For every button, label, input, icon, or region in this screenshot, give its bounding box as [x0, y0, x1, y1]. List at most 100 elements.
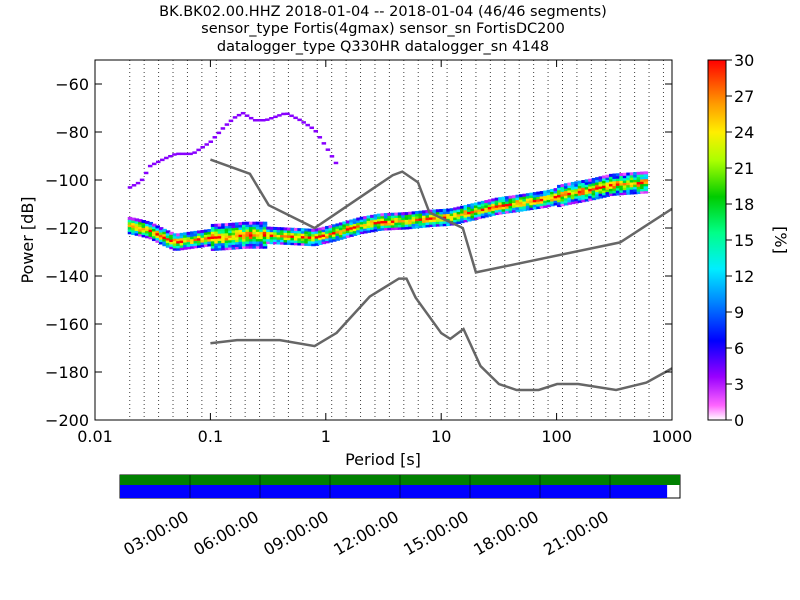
histogram-cell	[522, 193, 527, 197]
histogram-cell	[563, 188, 569, 192]
histogram-cell	[366, 215, 372, 219]
histogram-cell	[605, 191, 610, 195]
histogram-cell	[297, 232, 302, 236]
histogram-cell	[221, 240, 226, 244]
histogram-cell	[505, 203, 510, 207]
histogram-cell	[574, 186, 579, 190]
histogram-cell	[622, 191, 628, 195]
histogram-cell	[422, 212, 427, 216]
histogram-cell	[283, 227, 289, 231]
histogram-cell	[422, 215, 427, 219]
histogram-cell	[210, 223, 216, 227]
histogram-cell	[259, 226, 264, 230]
histogram-cell	[342, 223, 347, 227]
outlier-cell	[156, 160, 161, 164]
histogram-cell	[467, 204, 472, 208]
histogram-cell	[283, 241, 289, 245]
histogram-cell	[570, 186, 576, 190]
histogram-cell	[235, 234, 240, 238]
histogram-cell	[311, 240, 316, 244]
plot-area: 0.01 0.1 1 10 100 1000 −60 −80 −100 −120 −140 −160…	[18, 59, 693, 469]
histogram-cell	[560, 191, 565, 195]
histogram-cell	[439, 223, 444, 227]
histogram-cell	[297, 235, 302, 239]
histogram-cell	[446, 218, 451, 222]
histogram-cell	[626, 177, 631, 181]
histogram-cell	[633, 174, 638, 178]
histogram-cell	[567, 199, 572, 203]
outlier-cell	[240, 111, 246, 115]
x-tick-label: 1000	[652, 427, 693, 446]
histogram-cell	[196, 235, 202, 239]
histogram-cell	[193, 230, 199, 234]
histogram-cell	[560, 196, 565, 200]
histogram-cell	[328, 227, 334, 231]
histogram-cell	[200, 239, 205, 243]
histogram-cell	[183, 234, 188, 238]
histogram-cell	[231, 244, 237, 248]
histogram-cell	[179, 247, 185, 251]
histogram-cell	[370, 224, 375, 228]
x-tick-label: 1	[321, 427, 331, 446]
histogram-cell	[508, 200, 514, 204]
histogram-cell	[532, 201, 538, 205]
outlier-cell	[248, 116, 254, 120]
histogram-cell	[318, 229, 323, 233]
histogram-cell	[581, 182, 586, 186]
histogram-cell	[494, 197, 500, 201]
histogram-cell	[345, 222, 351, 226]
histogram-cell	[377, 213, 382, 217]
histogram-cell	[484, 204, 489, 208]
histogram-cell	[262, 221, 268, 225]
histogram-cell	[148, 226, 154, 230]
outlier-cell	[289, 114, 294, 118]
histogram-cell	[543, 204, 548, 208]
histogram-cell	[553, 188, 559, 192]
histogram-cell	[352, 232, 358, 236]
histogram-cell	[283, 239, 289, 243]
outlier-cell	[168, 154, 173, 158]
histogram-cell	[335, 230, 340, 234]
histogram-cell	[176, 245, 181, 249]
histogram-cell	[557, 204, 562, 208]
histogram-cell	[238, 231, 244, 235]
histogram-cell	[241, 221, 247, 225]
histogram-cell	[619, 182, 624, 186]
histogram-cell	[498, 201, 503, 205]
histogram-cell	[432, 223, 437, 227]
histogram-cell	[134, 227, 140, 231]
histogram-cell	[435, 223, 441, 227]
histogram-cell	[574, 183, 579, 187]
histogram-cell	[605, 184, 610, 188]
histogram-cell	[598, 185, 604, 189]
histogram-cell	[269, 229, 275, 233]
histogram-cell	[615, 185, 621, 189]
histogram-cell	[349, 219, 354, 223]
histogram-cell	[207, 229, 212, 233]
histogram-cell	[629, 174, 635, 178]
histogram-cell	[373, 219, 379, 223]
histogram-cell	[269, 241, 275, 245]
histogram-cell	[165, 235, 171, 239]
histogram-cell	[325, 228, 330, 232]
histogram-cell	[155, 239, 160, 243]
histogram-cell	[293, 237, 299, 241]
histogram-cell	[602, 194, 607, 198]
histogram-cell	[643, 183, 649, 187]
histogram-cell	[622, 182, 628, 186]
histogram-cell	[532, 206, 538, 210]
histogram-cell	[498, 209, 503, 213]
histogram-cell	[203, 234, 209, 238]
histogram-cell	[484, 207, 489, 211]
histogram-cell	[200, 234, 205, 238]
histogram-cell	[394, 217, 399, 221]
histogram-cell	[273, 229, 278, 233]
histogram-cell	[241, 245, 247, 249]
histogram-cell	[633, 186, 638, 190]
histogram-cell	[217, 223, 223, 227]
histogram-cell	[172, 238, 178, 242]
histogram-cell	[470, 210, 475, 214]
histogram-cell	[619, 192, 624, 196]
histogram-cell	[553, 190, 559, 194]
histogram-cell	[165, 242, 171, 246]
